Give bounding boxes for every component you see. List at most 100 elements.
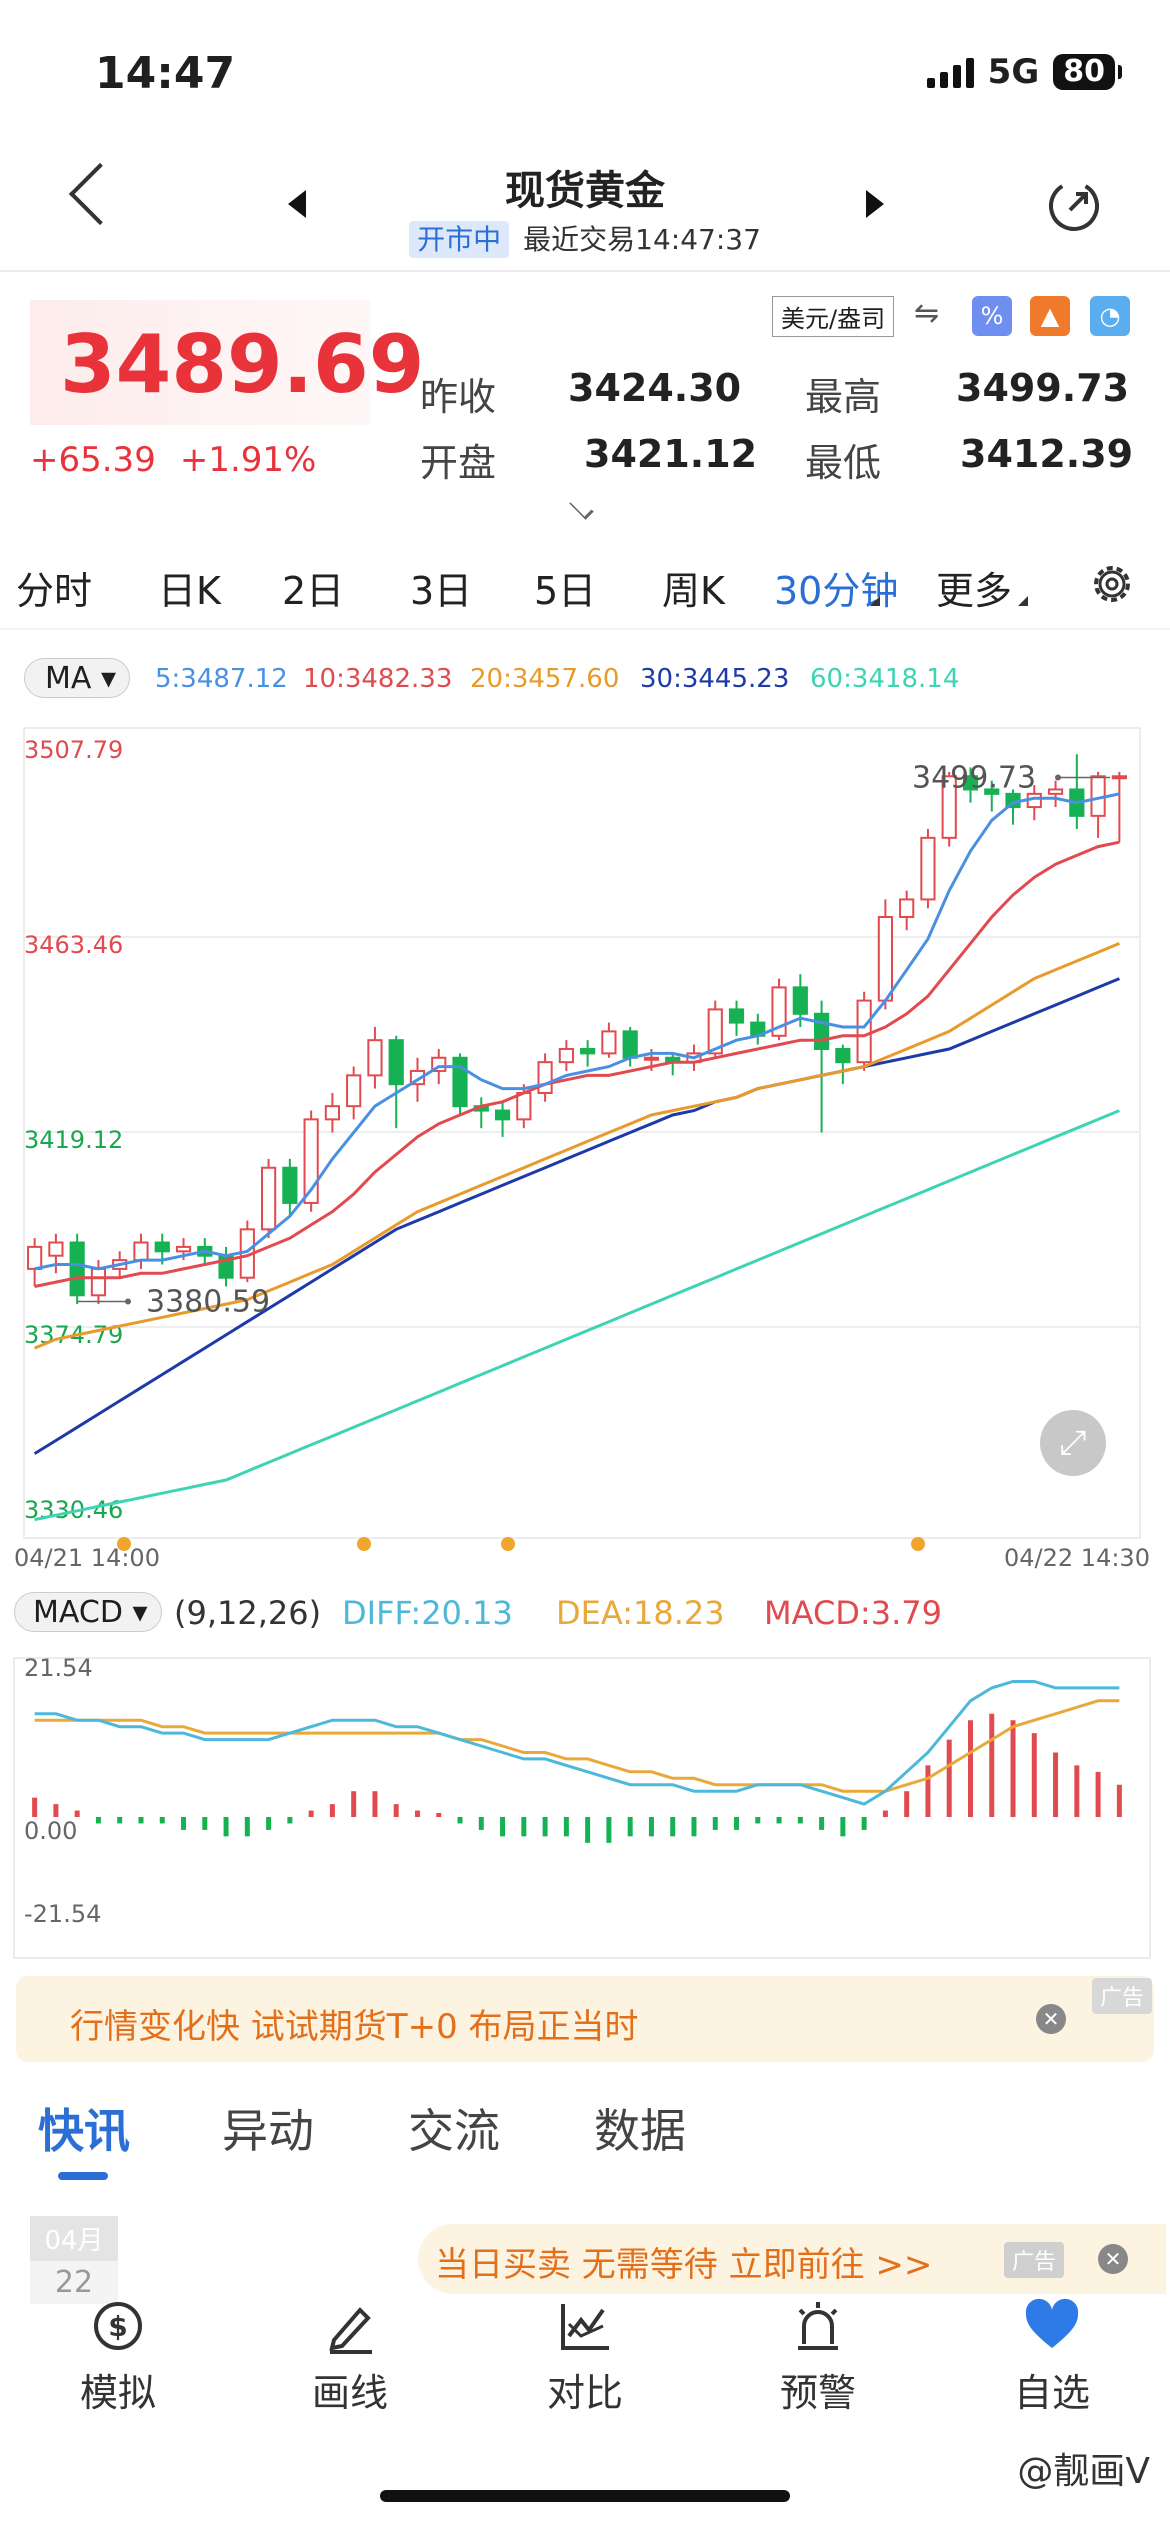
fullscreen-icon[interactable]: ⤢ [1040,1410,1106,1476]
ma10-line [34,840,1120,1288]
nav-watchlist[interactable]: 自选 [972,2296,1132,2417]
tabs-divider [0,628,1170,630]
price-axis-label: 3463.46 [24,931,123,959]
tab-period-7[interactable]: 更多 [936,569,1013,613]
swap-icon[interactable]: ⇋ [914,296,940,331]
news-tab-3[interactable]: 数据 [594,2104,686,2158]
tab-period-6[interactable]: 30分钟 [774,569,899,613]
news-tab-1[interactable]: 异动 [222,2104,314,2158]
event-marker-dot [117,1537,131,1551]
time-end: 04/22 14:30 [1004,1544,1150,1572]
candle-up [920,836,936,901]
time-start: 04/21 14:00 [14,1544,160,1572]
ad-banner[interactable] [16,1976,1154,2062]
ma-indicator-select[interactable]: MA ▾ [24,658,130,698]
ad-close-icon[interactable]: ✕ [1036,2004,1066,2034]
candle-down [814,1012,830,1050]
candle-up [133,1241,149,1262]
nav-compare[interactable]: 对比 [505,2296,665,2417]
macd-frame [13,1657,1151,1959]
candle-up [1047,788,1064,795]
open-label: 开盘 [420,441,497,485]
candle-up [558,1047,574,1064]
watermark: @靓画V [1017,2451,1150,2492]
news-date-day: 22 [30,2261,118,2304]
page-title: 现货黄金 [505,168,665,214]
alarm-icon [798,2302,838,2350]
event-marker-dot [501,1537,515,1551]
settings-gear-icon[interactable] [1088,560,1136,608]
next-instrument-icon[interactable] [866,190,884,218]
news-tab-2[interactable]: 交流 [408,2104,500,2158]
candle-down [835,1047,851,1064]
candle-down [388,1039,404,1086]
candlestick-chart[interactable]: 3507.793463.463419.123374.793330.463499.… [0,720,1170,1600]
high-value: 3499.73 [956,366,1130,410]
macd-value: MACD:3.79 [764,1594,942,1632]
candle-up [346,1074,362,1108]
dea-line [34,1699,1120,1793]
last-trade-time: 最近交易14:47:37 [523,223,761,256]
tab-period-1[interactable]: 日K [158,569,221,613]
event-marker-dot [357,1537,371,1551]
ad2-close-icon[interactable]: ✕ [1098,2244,1128,2274]
unit-selector[interactable]: 美元/盎司 [772,296,895,337]
macd-indicator-select[interactable]: MACD ▾ [14,1592,162,1632]
ma20-line [34,942,1120,1350]
nav-alert-label: 预警 [779,2371,856,2415]
candle-up [48,1241,64,1257]
market-open-badge: 开市中 [409,221,510,258]
candle-up [303,1118,319,1204]
prev-instrument-icon[interactable] [288,190,306,218]
home-indicator[interactable] [380,2490,790,2502]
macd-params: (9,12,26) [174,1594,322,1632]
candle-down [452,1056,468,1108]
network-label: 5G [987,52,1040,92]
expand-chevron-icon[interactable] [569,495,594,520]
ad-banner-2-text[interactable]: 当日买卖 无需等待 立即前往 >> [435,2245,933,2285]
candle-up [643,1056,660,1061]
percent-icon[interactable]: % [972,296,1012,336]
price-axis-label: 3507.79 [24,736,123,764]
ma5-line [34,792,1120,1271]
ma-value-3: 30:3445.23 [640,664,790,694]
tab-period-3[interactable]: 3日 [410,569,473,613]
candle-down [962,775,979,791]
tab-period-2[interactable]: 2日 [282,569,345,613]
battery-icon: 80 [1053,54,1122,90]
pie-chart-icon[interactable]: ◔ [1090,296,1130,336]
high-label: 最高 [805,375,882,419]
ad-banner-text[interactable]: 行情变化快 试试期货T+0 布局正当时 [70,2007,639,2047]
nav-simulate-label: 模拟 [79,2371,156,2415]
ma-value-2: 20:3457.60 [470,664,620,694]
ma60-line [34,1109,1120,1522]
diff-line [34,1680,1120,1806]
nav-alert[interactable]: 预警 [738,2296,898,2417]
tab-period-5[interactable]: 周K [662,569,725,613]
dropdown-corner-icon [870,596,880,606]
candle-up [877,916,893,1002]
nav-simulate[interactable]: $ 模拟 [38,2296,198,2417]
candle-up [261,1166,277,1231]
tab-period-4[interactable]: 5日 [534,569,597,613]
candle-down [622,1030,638,1059]
pen-icon [329,2307,372,2354]
ad-tag: 广告 [1092,1978,1153,2014]
macd-dea-value: DEA:18.23 [556,1594,725,1632]
candle-up [90,1267,107,1297]
ma-value-1: 10:3482.33 [303,664,453,694]
nav-draw[interactable]: 画线 [270,2296,430,2417]
tab-period-0[interactable]: 分时 [16,569,93,613]
ma-value-0: 5:3487.12 [155,664,288,694]
refresh-icon[interactable] [1046,178,1102,234]
candle-up [601,1030,617,1055]
heart-icon [1025,2298,1079,2348]
lighthouse-icon[interactable]: ▲ [1030,296,1070,336]
compare-chart-icon [561,2304,609,2350]
news-tab-0[interactable]: 快讯 [38,2104,130,2158]
current-price: 3489.69 [60,318,425,411]
tab-indicator [58,2172,108,2180]
candle-up [175,1245,192,1253]
candle-up [1111,775,1127,780]
candle-up [941,775,957,839]
